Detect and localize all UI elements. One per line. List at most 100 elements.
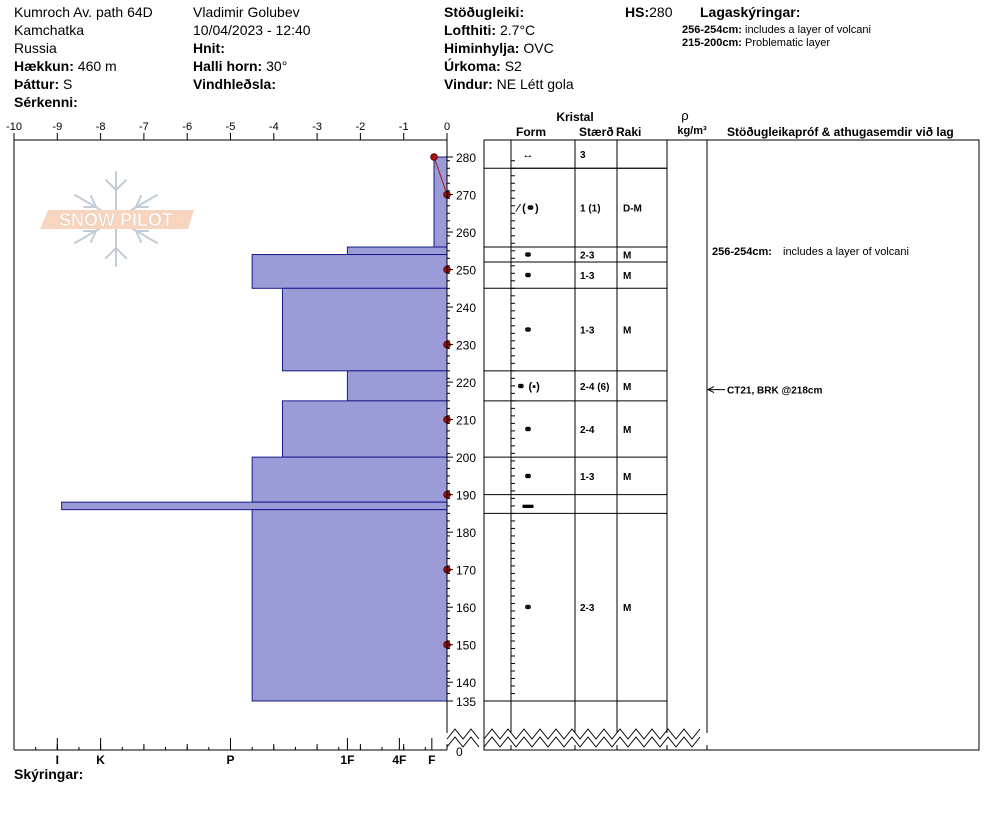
layer-size: 2-4 (6)	[580, 382, 609, 393]
layer-size: 3	[580, 150, 586, 161]
temp-tick-label: -1	[399, 121, 409, 133]
precipitation: Úrkoma: S2	[444, 58, 522, 74]
layer-moisture: D-M	[623, 204, 642, 215]
comments-header: Stöðugleikapróf & athugasemdir við lag	[727, 125, 954, 139]
hs-value: HS:280	[625, 4, 673, 20]
hardness-label: K	[96, 753, 105, 767]
observer: Vladimir Golubev	[193, 4, 300, 20]
temp-tick-label: -4	[269, 121, 279, 133]
hardness-label: 1F	[340, 753, 354, 767]
layer-size: 1 (1)	[580, 204, 601, 215]
air-temp: Lofthiti: 2.7°C	[444, 22, 536, 38]
hardness-bar	[61, 501, 448, 511]
layer-note-2: 215-200cm: Problematic layer	[682, 37, 830, 49]
temp-tick-label: -6	[182, 121, 192, 133]
height-tick-label: 150	[456, 639, 476, 653]
height-tick-label: 280	[456, 151, 476, 165]
break-zigzag	[483, 728, 701, 740]
height-tick-label: 260	[456, 226, 476, 240]
hardness-bar	[281, 287, 448, 372]
comment-text: includes a layer of volcani	[783, 246, 909, 258]
sky-cover: Himinhylja: OVC	[444, 40, 554, 56]
temp-tick-label: -5	[226, 121, 236, 133]
break-zigzag	[483, 736, 701, 748]
hardness-bar	[346, 246, 448, 256]
layer-size: 1-3	[580, 271, 595, 282]
aspect: Þáttur: S	[14, 76, 73, 92]
layer-moisture: M	[623, 271, 631, 282]
layer-size: 2-4	[580, 425, 595, 436]
layer-moisture: M	[623, 425, 631, 436]
moisture-header: Raki	[616, 125, 641, 139]
datetime: 10/04/2023 - 12:40	[193, 22, 311, 38]
layer-size: 1-3	[580, 472, 595, 483]
form-header: Form	[516, 125, 546, 139]
layer-note-1: 256-254cm: includes a layer of volcani	[682, 24, 871, 36]
temp-tick-label: -10	[6, 121, 22, 133]
height-tick-label: 180	[456, 526, 476, 540]
snow-pilot-logo: SNOW PILOT	[40, 171, 194, 267]
height-tick-label: 240	[456, 301, 476, 315]
coords-label: Hnit:	[193, 40, 225, 56]
layer-moisture: M	[623, 326, 631, 337]
height-tick-label: 160	[456, 601, 476, 615]
hardness-bar	[281, 400, 448, 458]
layer-form: ⚭	[523, 270, 532, 282]
hardness-bar	[251, 456, 448, 503]
layer-moisture: M	[623, 251, 631, 262]
layer-form: ⚭	[523, 602, 532, 614]
height-tick-label: 250	[456, 264, 476, 278]
comment-text: CT21, BRK @218cm	[727, 386, 822, 397]
height-tick-label: 210	[456, 414, 476, 428]
layer-form: ⚭	[523, 424, 532, 436]
size-header: Stærð	[579, 125, 614, 139]
comment-range: 256-254cm:	[712, 246, 772, 258]
layer-size: 2-3	[580, 603, 595, 614]
temp-tick-label: 0	[444, 121, 450, 133]
region: Kamchatka	[14, 22, 85, 38]
layer-notes-title: Lagaskýringar:	[700, 4, 801, 20]
hardness-label: F	[428, 753, 435, 767]
table-frame	[483, 139, 980, 751]
logo-text: SNOW PILOT	[59, 210, 173, 230]
stability-label: Stöðugleiki:	[444, 4, 525, 20]
temp-tick-label: -7	[139, 121, 149, 133]
wind: Vindur: NE Létt gola	[444, 76, 574, 92]
break-zigzag	[446, 736, 480, 748]
layer-size: 1-3	[580, 326, 595, 337]
height-tick-label: 135	[456, 695, 476, 709]
hardness-bar	[346, 370, 448, 402]
layer-moisture: M	[623, 382, 631, 393]
location: Kumroch Av. path 64D	[14, 4, 153, 20]
wind-loading-label: Vindhleðsla:	[193, 76, 276, 92]
layer-moisture: M	[623, 603, 631, 614]
comment-arrowhead	[706, 386, 715, 394]
hardness-label: P	[226, 753, 234, 767]
hardness-label: I	[56, 753, 59, 767]
temp-tick-label: -8	[96, 121, 106, 133]
hardness-bar	[251, 254, 448, 289]
country: Russia	[14, 40, 57, 56]
layer-form: ⚭	[523, 325, 532, 337]
elevation: Hækkun: 460 m	[14, 58, 117, 74]
hardness-bar	[433, 156, 448, 248]
height-tick-label: 220	[456, 376, 476, 390]
temperature-point	[430, 153, 438, 161]
features-label: Sérkenni:	[14, 94, 78, 110]
break-zigzag	[446, 728, 480, 740]
kristal-header: Kristal	[556, 110, 593, 124]
layer-form: ↔	[523, 149, 534, 161]
density-symbol: ρ	[681, 108, 688, 123]
height-tick-label: 170	[456, 564, 476, 578]
temp-tick-label: -9	[52, 121, 62, 133]
height-tick-label: 190	[456, 489, 476, 503]
temp-tick-label: -2	[356, 121, 366, 133]
height-tick-label: 270	[456, 189, 476, 203]
layer-form: ⚭ (▪)	[516, 381, 540, 393]
temp-tick-label: -3	[312, 121, 322, 133]
layer-form: ▬	[523, 499, 534, 511]
layer-size: 2-3	[580, 251, 595, 262]
notes-label: Skýringar:	[14, 766, 84, 782]
height-tick-label: 200	[456, 451, 476, 465]
